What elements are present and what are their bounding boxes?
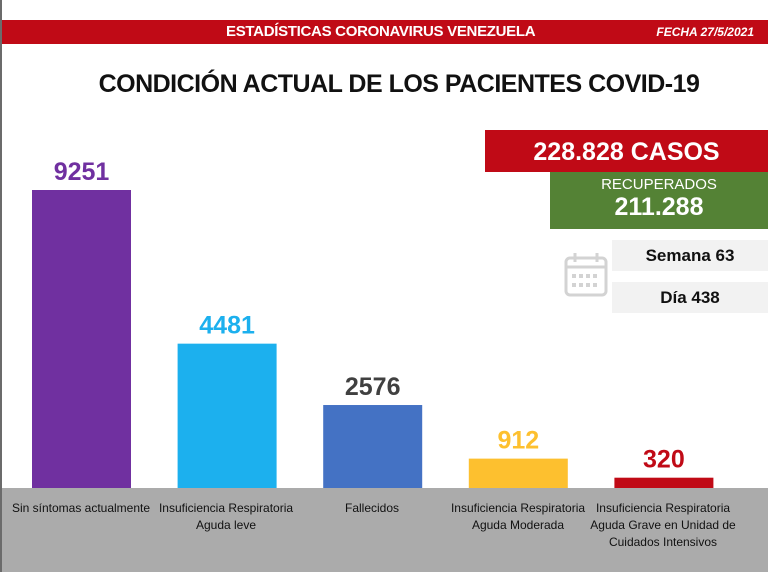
recovered-label: RECUPERADOS bbox=[601, 176, 717, 193]
banner-date: FECHA 27/5/2021 bbox=[656, 25, 754, 39]
bar bbox=[32, 190, 131, 488]
data-label: 912 bbox=[497, 427, 539, 455]
category-band bbox=[2, 488, 768, 572]
calendar-icon bbox=[563, 252, 609, 303]
bar bbox=[323, 405, 423, 488]
recovered-value: 211.288 bbox=[614, 193, 704, 221]
left-border bbox=[0, 0, 2, 572]
recovered-box: RECUPERADOS 211.288 bbox=[550, 172, 768, 229]
bar bbox=[614, 477, 714, 488]
day-box: Día 438 bbox=[612, 282, 768, 313]
category-label: Insuficiencia Respiratoria Aguda leve bbox=[158, 501, 294, 532]
week-box: Semana 63 bbox=[612, 240, 768, 271]
data-label: 2576 bbox=[345, 373, 401, 401]
category-label: Fallecidos bbox=[344, 501, 400, 515]
category-label: Sin síntomas actualmente bbox=[11, 501, 151, 515]
chart-title: CONDICIÓN ACTUAL DE LOS PACIENTES COVID-… bbox=[98, 70, 700, 98]
data-label: 320 bbox=[643, 446, 685, 474]
category-label: Insuficiencia Respiratoria Aguda Moderad… bbox=[450, 501, 586, 532]
banner-title: ESTADÍSTICAS CORONAVIRUS VENEZUELA bbox=[226, 23, 536, 40]
data-label: 4481 bbox=[199, 312, 255, 340]
category-label: Insuficiencia Respiratoria Aguda Grave e… bbox=[590, 501, 736, 549]
header-banner: ESTADÍSTICAS CORONAVIRUS VENEZUELA FECHA… bbox=[2, 20, 768, 44]
data-label: 9251 bbox=[54, 158, 110, 186]
bar bbox=[468, 458, 568, 488]
total-cases: 228.828 CASOS bbox=[485, 130, 768, 172]
bar bbox=[177, 343, 277, 488]
